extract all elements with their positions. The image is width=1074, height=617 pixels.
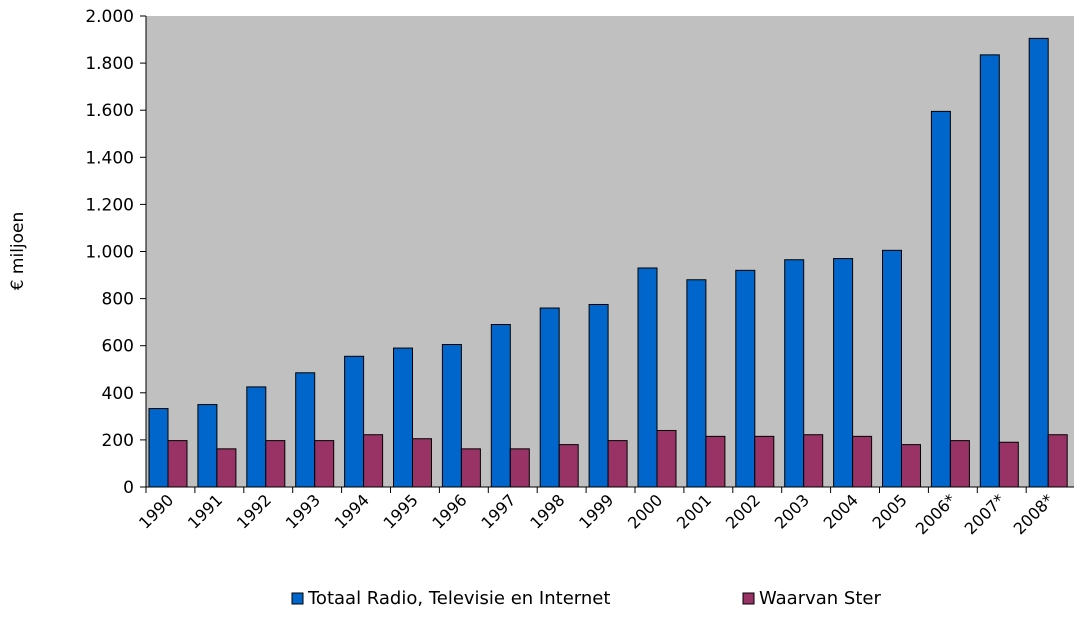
bar-series-2-2000	[656, 429, 677, 488]
x-tick-label: 1990	[135, 490, 177, 532]
legend-label-series-1: Totaal Radio, Televisie en Internet	[307, 588, 610, 609]
bar-series-2-1991	[216, 448, 237, 488]
bar-series-1-1992	[246, 386, 267, 488]
y-tick-label: 1.000	[85, 243, 134, 263]
legend-swatch-series-1	[291, 592, 304, 605]
bar-series-1-1994	[344, 355, 365, 488]
bar-series-2-1996	[460, 448, 481, 488]
bar-series-1-2000	[637, 267, 658, 488]
bar-series-1-1998	[539, 307, 560, 488]
legend-swatch-series-2	[742, 592, 755, 605]
y-tick-label: 400	[102, 384, 134, 404]
bar-series-1-2002	[735, 269, 756, 488]
bar-series-1-1997	[490, 324, 511, 488]
x-tick-label: 1994	[331, 490, 373, 532]
bar-series-1-1990	[148, 408, 169, 488]
bar-series-2-2003	[803, 434, 824, 488]
bar-series-2-2002	[754, 435, 775, 488]
x-tick-label: 1995	[380, 490, 422, 532]
bar-series-1-2001	[686, 279, 707, 488]
bar-series-2-2008p	[1047, 434, 1068, 488]
x-tick-label: 2008*	[1010, 490, 1058, 538]
bar-series-1-2008p	[1028, 37, 1049, 488]
bar-series-1-2006p	[930, 110, 951, 488]
x-tick-label: 1991	[184, 490, 226, 532]
y-tick-label: 600	[102, 337, 134, 357]
bar-series-1-2007p	[979, 54, 1000, 488]
x-tick-label: 2003	[771, 490, 813, 532]
bars-group	[148, 37, 1068, 488]
y-tick-label: 1.200	[85, 195, 134, 215]
y-tick-label: 1.800	[85, 54, 134, 74]
bar-series-1-1993	[295, 372, 316, 488]
bar-series-1-1996	[441, 344, 462, 488]
x-tick-label: 2005	[869, 490, 911, 532]
x-tick-label: 1992	[233, 490, 275, 532]
y-tick-label: 2.000	[85, 7, 134, 27]
x-tick-label: 2004	[820, 490, 862, 532]
bar-series-2-1995	[412, 438, 432, 488]
y-tick-label: 0	[123, 478, 134, 498]
legend-label-series-2: Waarvan Ster	[759, 588, 881, 609]
legend: Totaal Radio, Televisie en Internet Waar…	[291, 588, 881, 609]
x-tick-label: 1996	[428, 490, 470, 532]
x-tick-label: 2002	[722, 490, 764, 532]
y-tick-label: 1.600	[85, 101, 134, 121]
bar-series-2-2006p	[949, 440, 970, 488]
x-tick-label: 1998	[526, 490, 568, 532]
y-tick-label: 800	[102, 290, 134, 310]
x-tick-label: 1999	[575, 490, 617, 532]
bar-series-1-2005	[882, 249, 902, 488]
x-tick-label: 2006*	[912, 490, 960, 538]
y-tick-label: 1.400	[85, 148, 134, 168]
bar-series-1-1995	[393, 347, 413, 488]
x-tick-label: 2007*	[961, 490, 1009, 538]
bar-series-2-1993	[314, 440, 335, 488]
bar-series-2-2004	[852, 435, 873, 488]
bar-series-2-1999	[607, 440, 628, 488]
bar-series-2-1990	[167, 440, 188, 488]
x-tick-label: 1993	[282, 490, 324, 532]
y-axis-title: € miljoen	[8, 212, 28, 291]
bar-series-2-2001	[705, 435, 726, 488]
x-tick-label: 2001	[673, 490, 715, 532]
y-tick-label: 200	[102, 431, 134, 451]
bar-series-1-1999	[588, 303, 609, 488]
bar-series-1-2004	[833, 258, 854, 488]
bar-series-1-2003	[784, 259, 805, 488]
bar-series-2-1998	[558, 444, 579, 488]
bar-series-2-2007p	[998, 441, 1019, 488]
bar-series-2-1994	[363, 434, 384, 488]
bar-series-2-1997	[509, 448, 530, 488]
x-tick-label: 1997	[477, 490, 519, 532]
bar-series-2-2005	[901, 444, 921, 488]
bar-series-1-1991	[197, 404, 218, 488]
x-tick-label: 2000	[624, 490, 666, 532]
bar-series-2-1992	[265, 440, 286, 488]
